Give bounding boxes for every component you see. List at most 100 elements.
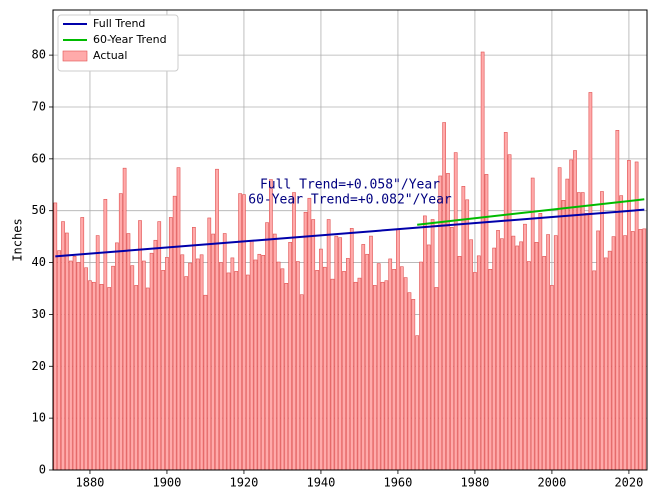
- bar: [242, 194, 246, 471]
- bar: [334, 235, 339, 471]
- bar: [315, 270, 319, 471]
- bar: [388, 258, 393, 471]
- bar: [346, 258, 350, 471]
- bar: [469, 239, 473, 471]
- bar: [269, 179, 273, 471]
- bar: [68, 260, 73, 471]
- bar: [72, 256, 77, 471]
- bar: [188, 262, 192, 471]
- bar: [492, 247, 497, 471]
- bar: [115, 242, 119, 471]
- bar: [95, 235, 100, 471]
- bar: [438, 175, 443, 471]
- x-tick-label: 1880: [76, 476, 105, 490]
- bar: [65, 232, 69, 471]
- bar: [530, 177, 535, 471]
- bar: [168, 217, 173, 471]
- bar: [219, 262, 223, 471]
- bar: [180, 254, 185, 471]
- bar: [407, 292, 412, 471]
- annotation: 60-Year Trend=+0.082"/Year: [248, 193, 452, 208]
- bar: [480, 51, 485, 471]
- y-axis-label: Inches: [11, 218, 25, 261]
- bar: [257, 253, 262, 471]
- bar: [195, 258, 200, 471]
- bar: [299, 294, 304, 471]
- bar: [457, 256, 462, 471]
- bar: [473, 272, 477, 471]
- bar: [280, 268, 285, 471]
- bar: [245, 274, 250, 471]
- bar: [419, 261, 423, 471]
- bar: [288, 242, 292, 471]
- bar: [488, 269, 493, 471]
- bar: [369, 235, 373, 471]
- y-tick-label: 70: [32, 99, 46, 113]
- bar: [295, 261, 300, 471]
- bar: [507, 154, 512, 471]
- bar: [330, 278, 335, 471]
- x-tick-label: 1960: [383, 476, 412, 490]
- bar: [573, 150, 577, 471]
- bar: [538, 212, 543, 471]
- bar: [453, 152, 458, 471]
- bar: [142, 260, 146, 471]
- bar: [311, 219, 316, 471]
- bar: [84, 267, 88, 471]
- bar: [261, 254, 266, 471]
- y-tick-label: 10: [32, 411, 46, 425]
- bar: [446, 173, 450, 471]
- bar: [57, 250, 61, 471]
- bar: [99, 284, 104, 471]
- bar: [342, 271, 346, 471]
- bar: [519, 241, 523, 471]
- bar: [384, 280, 389, 471]
- bar: [203, 294, 208, 471]
- bar: [353, 281, 358, 471]
- bar: [349, 228, 354, 471]
- bar: [627, 160, 631, 471]
- bar: [619, 195, 624, 471]
- bar: [103, 198, 108, 471]
- bar: [265, 222, 269, 471]
- legend-label: 60-Year Trend: [93, 33, 167, 46]
- bar: [577, 192, 581, 471]
- y-tick-label: 60: [32, 151, 46, 165]
- bar: [434, 287, 439, 471]
- bar: [230, 257, 235, 471]
- bar: [222, 233, 227, 471]
- bar: [484, 174, 489, 471]
- bar: [476, 255, 481, 471]
- bar: [88, 280, 92, 471]
- bar: [319, 248, 323, 471]
- bar: [423, 215, 427, 471]
- bar: [211, 233, 215, 471]
- y-tick-label: 80: [32, 48, 46, 62]
- bar: [192, 226, 196, 471]
- y-tick-label: 20: [32, 359, 46, 373]
- bar: [91, 281, 96, 471]
- bar: [449, 226, 454, 471]
- bar: [357, 277, 362, 471]
- bar: [526, 261, 531, 471]
- bar: [392, 269, 396, 471]
- bar: [461, 186, 466, 471]
- bar: [411, 299, 416, 471]
- x-tick-label: 2020: [614, 476, 643, 490]
- bar: [172, 195, 177, 471]
- bar: [630, 231, 635, 471]
- y-tick-label: 50: [32, 203, 46, 217]
- bar: [122, 167, 127, 471]
- bar: [523, 223, 527, 471]
- bar: [496, 230, 500, 471]
- trend-line: [417, 198, 645, 226]
- bar: [80, 217, 85, 471]
- bar: [546, 234, 550, 471]
- trend-line: [55, 208, 645, 258]
- bar: [638, 229, 643, 471]
- bar: [234, 271, 239, 471]
- bar: [338, 237, 343, 471]
- bar: [118, 193, 123, 471]
- bar: [600, 191, 604, 471]
- legend-label: Actual: [93, 49, 127, 62]
